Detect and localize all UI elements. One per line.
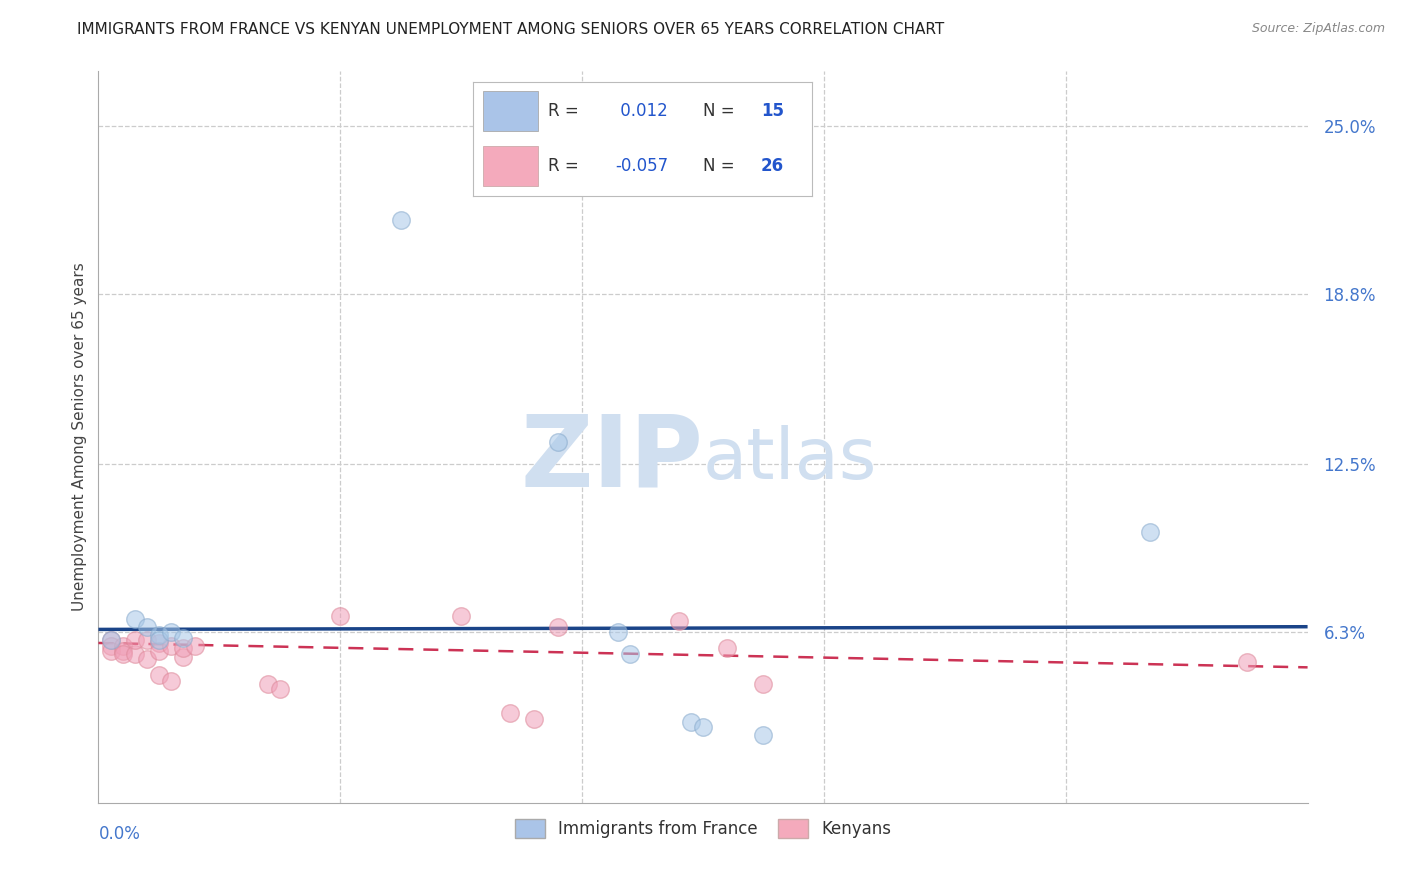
- Point: [100, 639, 122, 653]
- Point: [692, 720, 714, 734]
- Point: [124, 647, 146, 661]
- Point: [547, 620, 569, 634]
- Point: [523, 712, 546, 726]
- Point: [148, 668, 170, 682]
- Text: Source: ZipAtlas.com: Source: ZipAtlas.com: [1251, 22, 1385, 36]
- Point: [160, 673, 183, 688]
- Point: [716, 641, 738, 656]
- Text: 0.0%: 0.0%: [98, 825, 141, 843]
- Text: ZIP: ZIP: [520, 410, 703, 508]
- Point: [172, 649, 194, 664]
- Y-axis label: Unemployment Among Seniors over 65 years: Unemployment Among Seniors over 65 years: [72, 263, 87, 611]
- Point: [329, 608, 352, 623]
- Point: [111, 644, 134, 658]
- Point: [668, 615, 690, 629]
- Point: [547, 435, 569, 450]
- Point: [100, 633, 122, 648]
- Point: [607, 625, 630, 640]
- Text: IMMIGRANTS FROM FRANCE VS KENYAN UNEMPLOYMENT AMONG SENIORS OVER 65 YEARS CORREL: IMMIGRANTS FROM FRANCE VS KENYAN UNEMPLO…: [77, 22, 945, 37]
- Text: atlas: atlas: [703, 425, 877, 493]
- Point: [619, 647, 641, 661]
- Point: [269, 681, 291, 696]
- Point: [498, 706, 520, 721]
- Point: [124, 633, 146, 648]
- Point: [450, 608, 472, 623]
- Point: [184, 639, 207, 653]
- Point: [160, 625, 183, 640]
- Point: [256, 676, 278, 690]
- Point: [148, 628, 170, 642]
- Point: [148, 633, 170, 648]
- Point: [148, 644, 170, 658]
- Point: [135, 633, 157, 648]
- Point: [148, 636, 170, 650]
- Point: [124, 611, 146, 625]
- Point: [111, 647, 134, 661]
- Point: [172, 631, 194, 645]
- Point: [752, 728, 775, 742]
- Point: [160, 639, 183, 653]
- Point: [1236, 655, 1258, 669]
- Point: [100, 644, 122, 658]
- Point: [752, 676, 775, 690]
- Point: [389, 213, 412, 227]
- Point: [135, 652, 157, 666]
- Point: [111, 639, 134, 653]
- Point: [135, 620, 157, 634]
- Point: [172, 641, 194, 656]
- Point: [100, 633, 122, 648]
- Point: [679, 714, 702, 729]
- Point: [1139, 524, 1161, 539]
- Legend: Immigrants from France, Kenyans: Immigrants from France, Kenyans: [515, 819, 891, 838]
